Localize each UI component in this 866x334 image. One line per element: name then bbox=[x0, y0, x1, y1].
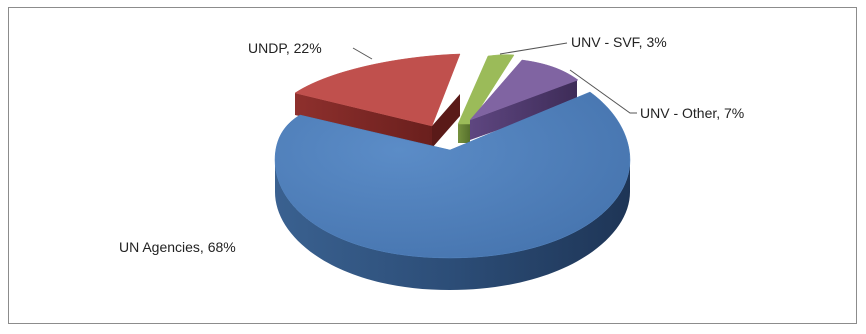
pie-slice-unv-svf bbox=[457, 54, 515, 143]
pie-slice-undp bbox=[294, 53, 461, 148]
data-label-undp: UNDP, 22% bbox=[248, 40, 322, 56]
pie-slice-unv-other bbox=[469, 59, 579, 140]
data-label-unv-svf: UNV - SVF, 3% bbox=[571, 34, 667, 50]
leader-line-unv-other bbox=[569, 69, 637, 114]
leader-line-undp bbox=[352, 47, 373, 60]
pie-slice-un-agencies bbox=[274, 91, 631, 290]
data-label-un-agencies: UN Agencies, 68% bbox=[119, 239, 236, 255]
leader-line-unv-svf bbox=[499, 42, 568, 55]
data-label-unv-other: UNV - Other, 7% bbox=[640, 105, 744, 121]
